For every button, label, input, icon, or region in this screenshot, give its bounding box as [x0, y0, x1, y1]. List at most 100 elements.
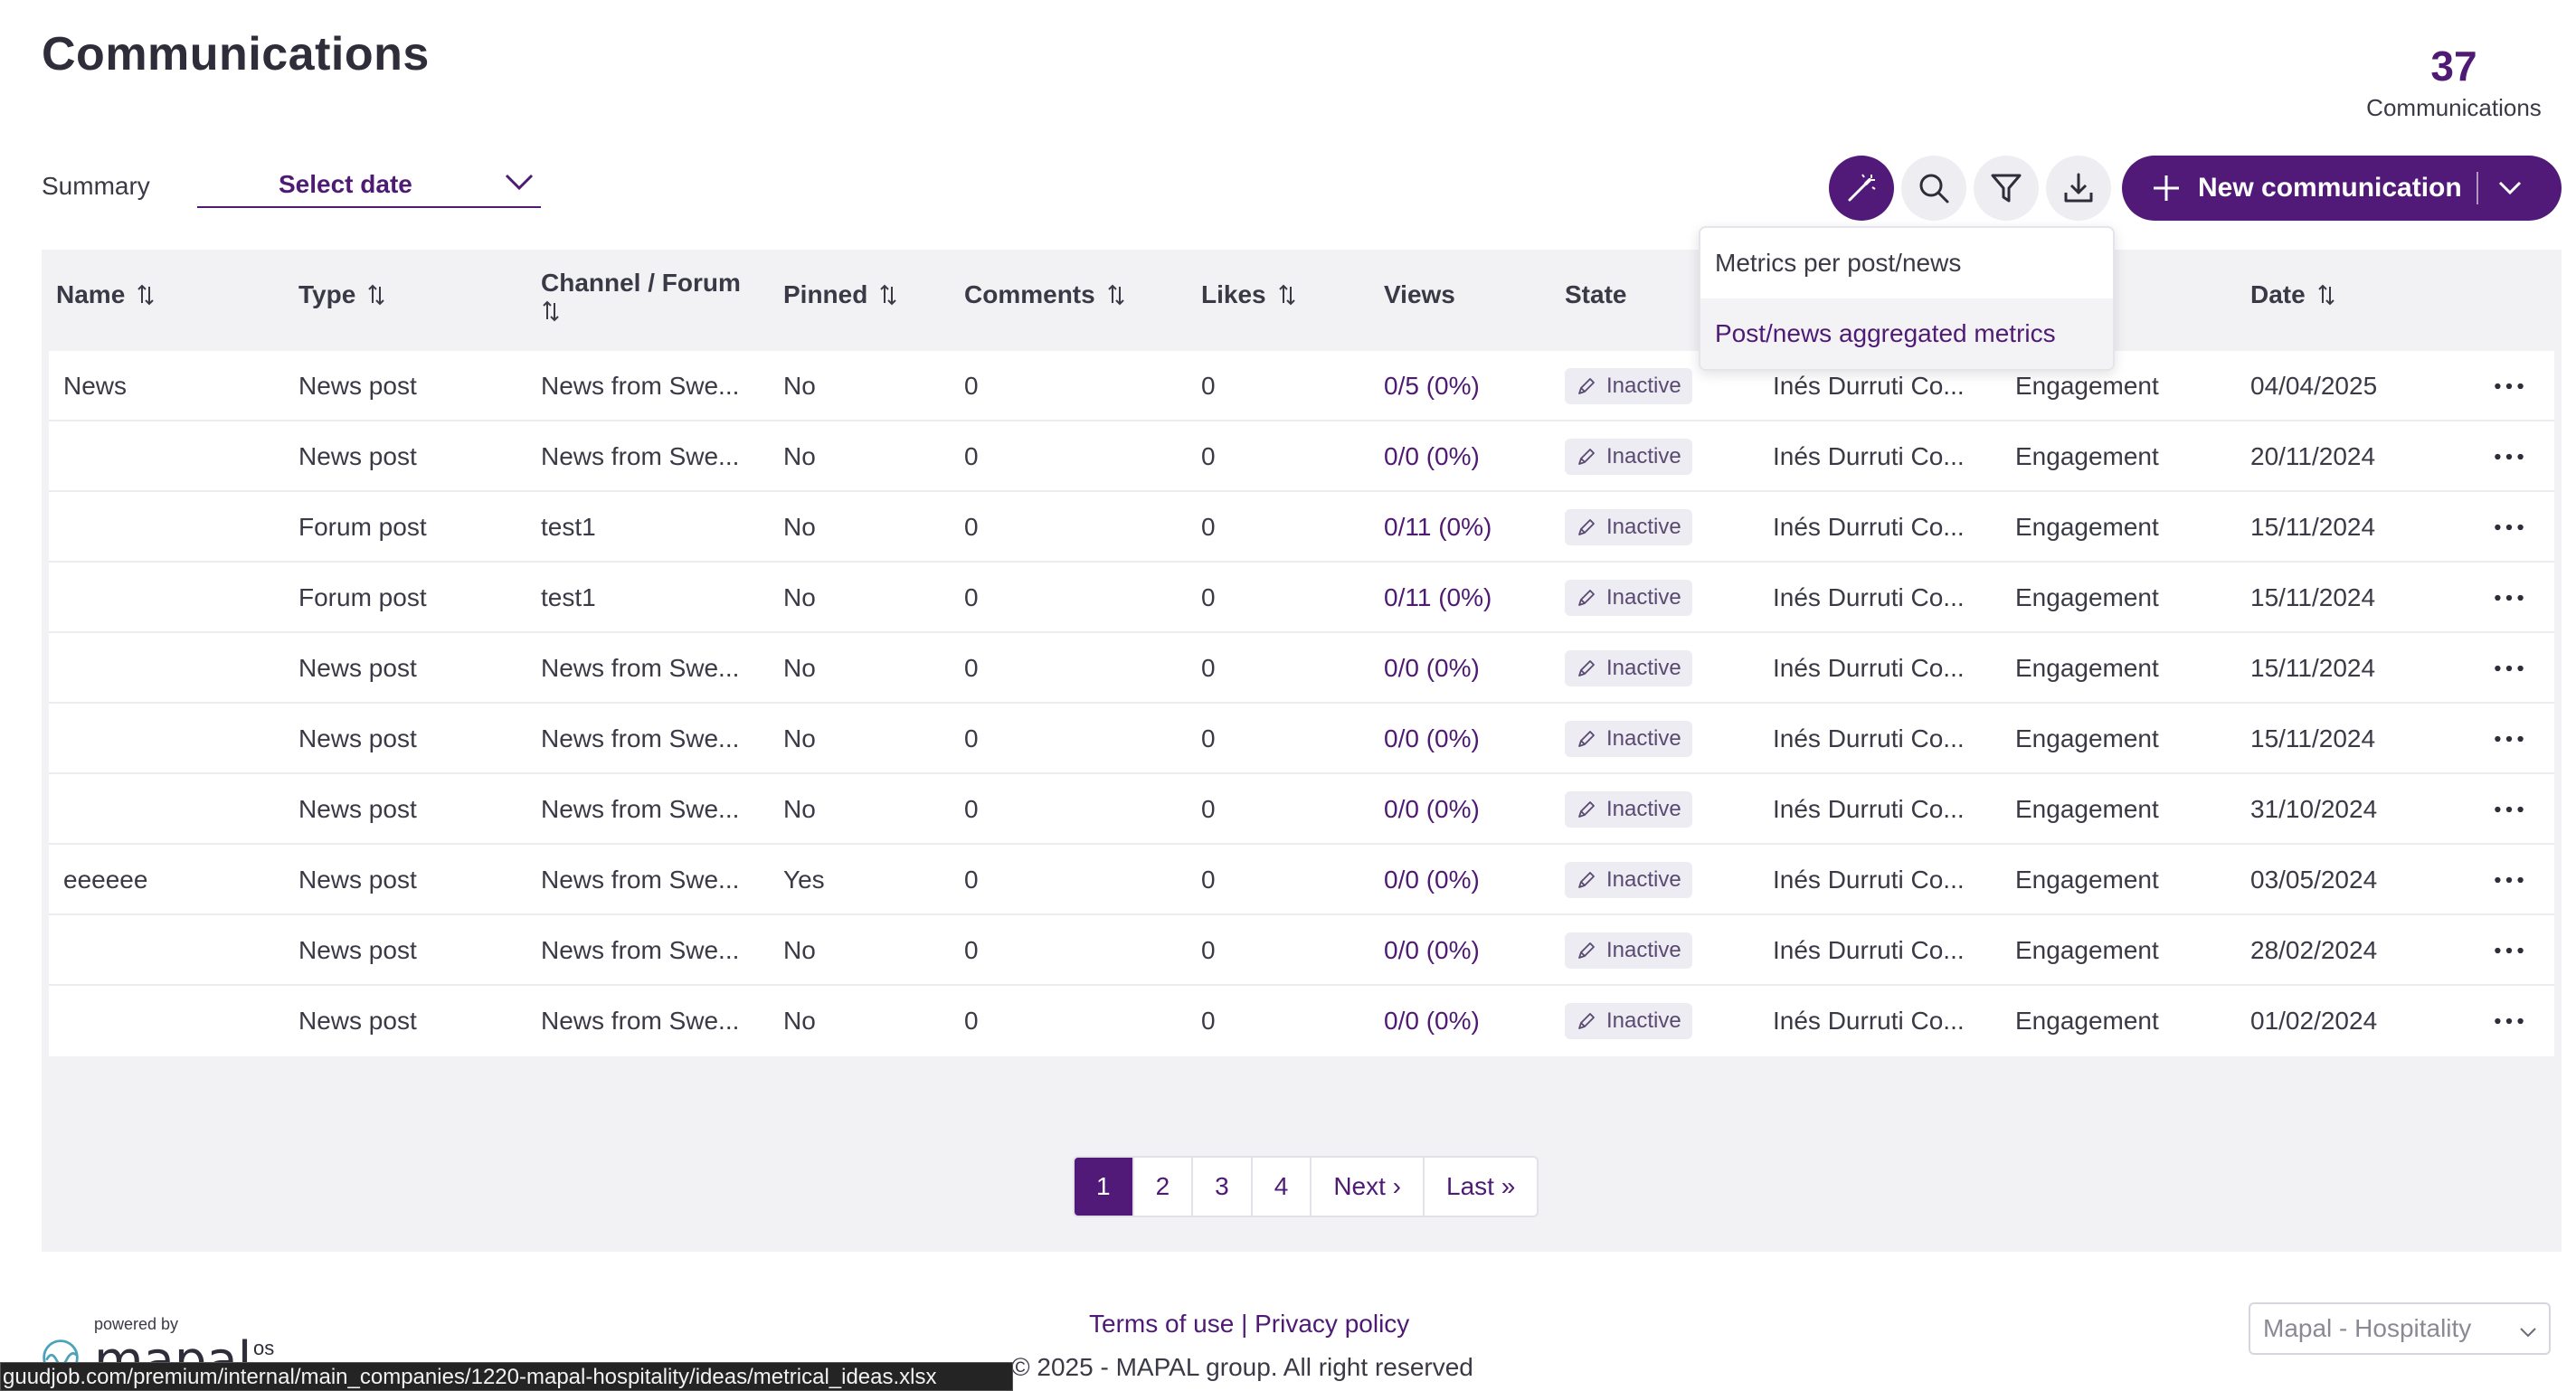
next-page-button[interactable]: Next › [1312, 1158, 1425, 1216]
last-page-button[interactable]: Last » [1446, 1172, 1516, 1200]
column-header-pinned[interactable]: Pinned [783, 250, 898, 340]
table-row[interactable]: News post News from Swe... No 0 0 0/0 (0%) Ina… [49, 704, 2554, 774]
cell-date: 04/04/2025 [2250, 372, 2378, 400]
column-header-state[interactable]: State [1565, 279, 1627, 308]
cell-category: Engagement [2015, 513, 2159, 541]
row-actions-button[interactable] [2491, 371, 2527, 402]
cell-likes: 0 [1201, 442, 1216, 470]
row-actions-button[interactable] [2491, 441, 2527, 472]
footer-links: Terms of use | Privacy policy [1089, 1310, 1409, 1339]
column-header-date[interactable]: Date [2250, 250, 2336, 340]
cell-views: 0/0 (0%) [1384, 795, 1480, 823]
table-row[interactable]: Forum post test1 No 0 0 0/11 (0%) Inactive Inés… [49, 563, 2554, 633]
row-actions-button[interactable] [2491, 724, 2527, 754]
footer-separator: | [1241, 1310, 1248, 1338]
copyright: © 2025 - MAPAL group. All right reserved [1011, 1353, 1473, 1381]
status-badge: Inactive [1565, 368, 1692, 404]
column-header-channel[interactable]: Channel / Forum [541, 250, 776, 340]
cell-likes: 0 [1201, 936, 1216, 964]
more-horizontal-icon [2495, 383, 2524, 390]
cell-comments: 0 [964, 513, 979, 541]
cell-type: News post [298, 1007, 417, 1035]
table-row[interactable]: News News post News from Swe... No 0 0 0/5 (0%… [49, 351, 2554, 421]
search-button[interactable] [1901, 156, 1966, 221]
cell-state: Inactive [1565, 351, 1692, 421]
row-actions-button[interactable] [2491, 935, 2527, 966]
cell-channel: test1 [541, 583, 596, 611]
magic-wand-button[interactable] [1829, 156, 1894, 221]
cell-pinned: No [783, 583, 816, 611]
dropdown-item-aggregated-metrics[interactable]: Post/news aggregated metrics [1700, 298, 2113, 369]
cell-pinned: No [783, 372, 816, 400]
cell-channel: News from Swe... [541, 866, 740, 894]
cell-date: 15/11/2024 [2250, 724, 2376, 752]
sort-icon [368, 284, 384, 306]
cell-author: Inés Durruti Co... [1773, 795, 1965, 823]
edit-pencil-icon [1578, 942, 1595, 959]
cell-channel: News from Swe... [541, 654, 740, 682]
chevron-down-icon[interactable] [2496, 176, 2524, 200]
row-actions-button[interactable] [2491, 865, 2527, 895]
cell-type: Forum post [298, 583, 427, 611]
dropdown-item-metrics-per-post[interactable]: Metrics per post/news [1715, 249, 1962, 277]
status-label: Inactive [1606, 1008, 1681, 1033]
filter-button[interactable] [1974, 156, 2039, 221]
column-header-name[interactable]: Name [56, 250, 156, 340]
date-select[interactable]: Select date [197, 161, 541, 208]
column-header-views[interactable]: Views [1384, 279, 1455, 308]
cell-likes: 0 [1201, 1007, 1216, 1035]
cell-pinned: No [783, 936, 816, 964]
sort-icon [1107, 284, 1124, 306]
row-actions-button[interactable] [2491, 794, 2527, 825]
cell-pinned: No [783, 654, 816, 682]
table-row[interactable]: News post News from Swe... No 0 0 0/0 (0%) Ina… [49, 633, 2554, 704]
download-button[interactable] [2046, 156, 2111, 221]
privacy-policy-link[interactable]: Privacy policy [1255, 1310, 1410, 1338]
sort-icon [1278, 284, 1295, 306]
table-row[interactable]: News post News from Swe... No 0 0 0/0 (0%) Ina… [49, 421, 2554, 492]
table-body: News News post News from Swe... No 0 0 0/5 (0%… [49, 351, 2554, 1056]
cell-category: Engagement [2015, 724, 2159, 752]
table-row[interactable]: eeeeee News post News from Swe... Yes 0 0 0/0 … [49, 845, 2554, 915]
status-badge: Inactive [1565, 721, 1692, 757]
cell-state: Inactive [1565, 845, 1692, 915]
page-1-button[interactable]: 1 [1075, 1158, 1134, 1216]
cell-state: Inactive [1565, 986, 1692, 1056]
table-row[interactable]: News post News from Swe... No 0 0 0/0 (0%) Ina… [49, 915, 2554, 986]
cell-comments: 0 [964, 654, 979, 682]
edit-pencil-icon [1578, 449, 1595, 465]
column-header-comments[interactable]: Comments [964, 250, 1126, 340]
more-horizontal-icon [2495, 594, 2524, 601]
chevron-down-icon [2520, 1328, 2536, 1338]
table-row[interactable]: News post News from Swe... No 0 0 0/0 (0%) Ina… [49, 986, 2554, 1056]
cell-likes: 0 [1201, 513, 1216, 541]
cell-likes: 0 [1201, 372, 1216, 400]
cell-views: 0/0 (0%) [1384, 936, 1480, 964]
cell-category: Engagement [2015, 1007, 2159, 1035]
page-3-button[interactable]: 3 [1193, 1158, 1253, 1216]
table-row[interactable]: Forum post test1 No 0 0 0/11 (0%) Inactive Inés… [49, 492, 2554, 563]
edit-pencil-icon [1578, 519, 1595, 535]
column-header-type[interactable]: Type [298, 250, 386, 340]
cell-date: 20/11/2024 [2250, 442, 2376, 470]
status-label: Inactive [1606, 444, 1681, 468]
new-communication-button[interactable]: New communication [2122, 156, 2562, 221]
row-actions-button[interactable] [2491, 512, 2527, 543]
page-2-button[interactable]: 2 [1134, 1158, 1194, 1216]
table-row[interactable]: News post News from Swe... No 0 0 0/0 (0%) Ina… [49, 774, 2554, 845]
more-horizontal-icon [2495, 1017, 2524, 1025]
row-actions-button[interactable] [2491, 582, 2527, 613]
column-header-likes[interactable]: Likes [1201, 250, 1297, 340]
status-badge: Inactive [1565, 1003, 1692, 1039]
page-4-button[interactable]: 4 [1253, 1158, 1312, 1216]
cell-type: News post [298, 372, 417, 400]
company-select[interactable]: Mapal - Hospitality [2249, 1302, 2551, 1355]
cell-pinned: No [783, 1007, 816, 1035]
sort-icon [543, 300, 559, 322]
row-actions-button[interactable] [2491, 1006, 2527, 1036]
cell-name: eeeeee [63, 866, 148, 894]
row-actions-button[interactable] [2491, 653, 2527, 684]
terms-of-use-link[interactable]: Terms of use [1089, 1310, 1235, 1338]
status-badge: Inactive [1565, 862, 1692, 898]
more-horizontal-icon [2495, 735, 2524, 743]
